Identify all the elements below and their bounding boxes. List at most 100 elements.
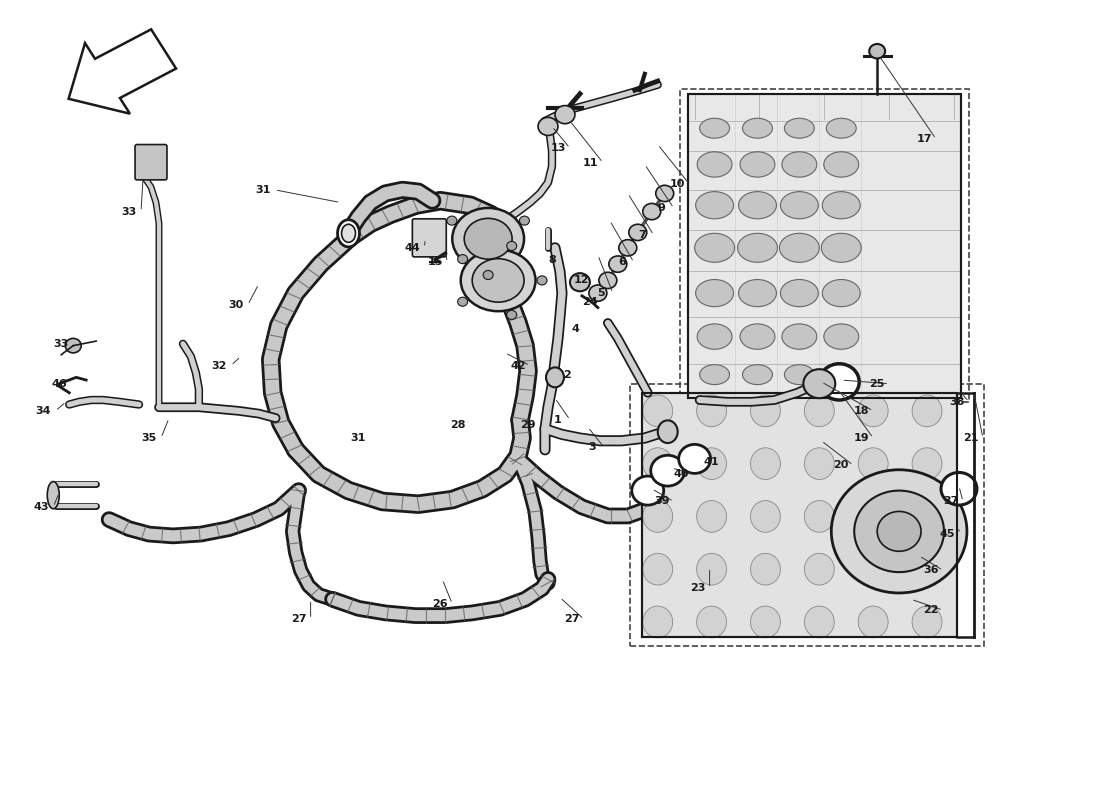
Ellipse shape <box>912 448 942 479</box>
Text: 7: 7 <box>638 230 646 240</box>
Ellipse shape <box>780 192 818 219</box>
Ellipse shape <box>452 208 524 270</box>
Circle shape <box>877 511 921 551</box>
Circle shape <box>598 272 617 289</box>
Text: 13: 13 <box>550 143 565 153</box>
Text: 35: 35 <box>142 433 156 443</box>
Text: 29: 29 <box>520 420 536 430</box>
Ellipse shape <box>782 324 817 350</box>
Ellipse shape <box>642 554 673 585</box>
Circle shape <box>519 216 529 225</box>
Text: 31: 31 <box>255 185 271 195</box>
Text: 15: 15 <box>428 258 443 267</box>
Circle shape <box>483 270 493 279</box>
Circle shape <box>537 276 547 285</box>
Ellipse shape <box>858 606 888 638</box>
Text: 45: 45 <box>939 529 955 539</box>
Text: 17: 17 <box>916 134 932 144</box>
Text: 12: 12 <box>574 275 590 286</box>
Ellipse shape <box>472 258 524 302</box>
Text: 39: 39 <box>654 497 670 506</box>
Text: 32: 32 <box>211 361 227 370</box>
Text: 19: 19 <box>854 433 869 443</box>
Circle shape <box>855 490 944 572</box>
Ellipse shape <box>826 365 856 385</box>
Circle shape <box>832 470 967 593</box>
Text: 22: 22 <box>923 605 938 615</box>
Ellipse shape <box>47 482 59 509</box>
Text: 8: 8 <box>548 254 556 265</box>
Polygon shape <box>68 30 176 114</box>
Circle shape <box>507 310 517 319</box>
Circle shape <box>507 242 517 250</box>
Circle shape <box>940 473 977 505</box>
Circle shape <box>65 338 81 353</box>
Text: 31: 31 <box>351 433 366 443</box>
Ellipse shape <box>858 501 888 532</box>
Text: 10: 10 <box>670 179 685 190</box>
Ellipse shape <box>740 152 774 177</box>
Text: 24: 24 <box>582 297 597 307</box>
Circle shape <box>609 256 627 272</box>
Ellipse shape <box>738 192 777 219</box>
Circle shape <box>642 203 661 220</box>
Text: 20: 20 <box>834 460 849 470</box>
Circle shape <box>869 44 886 58</box>
Text: 27: 27 <box>564 614 580 624</box>
Circle shape <box>447 216 456 225</box>
Ellipse shape <box>742 365 772 385</box>
Ellipse shape <box>750 606 780 638</box>
Ellipse shape <box>824 324 859 350</box>
Text: 9: 9 <box>658 203 666 213</box>
Ellipse shape <box>824 152 859 177</box>
Ellipse shape <box>642 501 673 532</box>
Ellipse shape <box>740 324 774 350</box>
Ellipse shape <box>782 152 817 177</box>
Ellipse shape <box>858 554 888 585</box>
Ellipse shape <box>737 234 778 262</box>
Ellipse shape <box>804 606 834 638</box>
Text: 5: 5 <box>597 288 605 298</box>
Ellipse shape <box>750 501 780 532</box>
Ellipse shape <box>804 554 834 585</box>
Ellipse shape <box>696 501 727 532</box>
Circle shape <box>458 297 468 306</box>
Circle shape <box>631 476 663 505</box>
Ellipse shape <box>912 395 942 426</box>
Ellipse shape <box>658 420 678 443</box>
Text: 41: 41 <box>704 457 719 466</box>
Ellipse shape <box>697 152 732 177</box>
Ellipse shape <box>823 192 860 219</box>
Text: 21: 21 <box>964 433 979 443</box>
Circle shape <box>820 364 859 400</box>
Ellipse shape <box>858 395 888 426</box>
Polygon shape <box>688 94 961 398</box>
Ellipse shape <box>642 448 673 479</box>
Text: 40: 40 <box>674 470 690 479</box>
Circle shape <box>556 106 575 124</box>
Text: 1: 1 <box>554 415 562 425</box>
Ellipse shape <box>696 606 727 638</box>
Ellipse shape <box>826 118 856 138</box>
Text: 28: 28 <box>451 420 466 430</box>
Ellipse shape <box>461 250 536 311</box>
Ellipse shape <box>912 554 942 585</box>
Ellipse shape <box>341 224 355 242</box>
Text: 3: 3 <box>588 442 596 452</box>
Ellipse shape <box>700 118 729 138</box>
Text: 11: 11 <box>583 158 598 168</box>
Ellipse shape <box>696 554 727 585</box>
Ellipse shape <box>696 395 727 426</box>
Ellipse shape <box>858 448 888 479</box>
Text: 36: 36 <box>923 566 938 575</box>
Text: 4: 4 <box>572 324 580 334</box>
Ellipse shape <box>823 279 860 306</box>
Text: 37: 37 <box>944 497 959 506</box>
Ellipse shape <box>642 606 673 638</box>
Ellipse shape <box>695 279 734 306</box>
Text: 34: 34 <box>35 406 51 416</box>
FancyBboxPatch shape <box>135 145 167 180</box>
Circle shape <box>538 118 558 135</box>
Ellipse shape <box>738 279 777 306</box>
Text: 38: 38 <box>949 397 965 407</box>
